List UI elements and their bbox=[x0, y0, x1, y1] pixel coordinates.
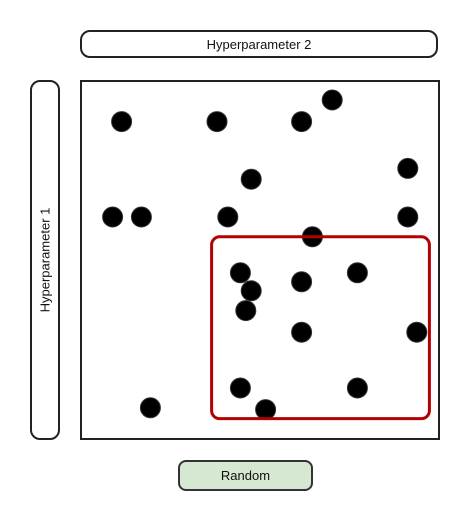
random-button-label: Random bbox=[220, 468, 271, 483]
hyperparameter-2-label: Hyperparameter 2 bbox=[80, 30, 438, 58]
sample-point-15 bbox=[291, 271, 313, 293]
search-space-plot bbox=[80, 80, 440, 440]
x-axis-label-text: Hyperparameter 2 bbox=[206, 36, 312, 52]
sample-point-7 bbox=[102, 206, 124, 228]
sample-point-3 bbox=[291, 111, 313, 133]
sample-point-13 bbox=[240, 280, 262, 302]
sample-point-14 bbox=[235, 300, 257, 322]
sample-point-8 bbox=[130, 206, 152, 228]
sample-point-19 bbox=[229, 377, 251, 399]
sample-point-21 bbox=[139, 397, 161, 419]
sample-point-16 bbox=[346, 262, 368, 284]
sample-point-6 bbox=[397, 157, 419, 179]
sample-point-12 bbox=[229, 262, 251, 284]
scatter-svg bbox=[102, 89, 431, 421]
sample-point-18 bbox=[406, 321, 428, 343]
random-button[interactable]: Random bbox=[178, 460, 313, 491]
highlight-region bbox=[210, 235, 431, 421]
sample-point-9 bbox=[217, 206, 239, 228]
sample-point-1 bbox=[111, 111, 133, 133]
sample-point-2 bbox=[206, 111, 228, 133]
hyperparameter-1-label: Hyperparameter 1 bbox=[30, 80, 60, 440]
sample-point-20 bbox=[346, 377, 368, 399]
sample-point-4 bbox=[321, 89, 343, 111]
y-axis-label-text: Hyperparameter 1 bbox=[37, 207, 53, 313]
sample-point-22 bbox=[255, 399, 277, 421]
sample-point-17 bbox=[291, 321, 313, 343]
sample-point-5 bbox=[240, 168, 262, 190]
sample-point-10 bbox=[397, 206, 419, 228]
